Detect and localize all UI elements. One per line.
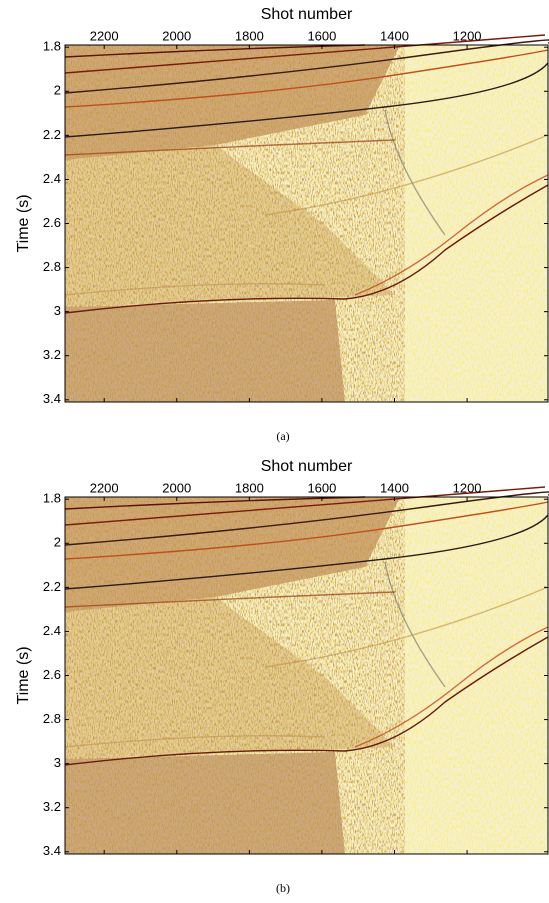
panel: Shot number Time (s) (a) 2200 2000 1800 1600 14… (15, 6, 549, 443)
seismic-image (65, 487, 549, 854)
x-tick-label: 1200 (453, 28, 482, 43)
x-tick-label: 2200 (90, 28, 119, 43)
y-tick-label: 2 (54, 83, 61, 98)
caption: (a) (276, 429, 289, 443)
seismic-image (65, 35, 549, 402)
x-axis-title: Shot number (261, 6, 353, 23)
y-tick-label: 1.8 (43, 491, 61, 506)
y-tick-label: 2.2 (43, 127, 61, 142)
y-axis-title: Time (s) (15, 194, 32, 252)
y-tick-label: 3 (54, 303, 61, 318)
x-tick-label: 1800 (235, 28, 264, 43)
x-tick-label: 1600 (307, 480, 336, 495)
y-tick-label: 3.2 (43, 799, 61, 814)
y-tick-label: 2.4 (43, 623, 61, 638)
x-tick-label: 1800 (235, 480, 264, 495)
y-tick-label: 3.2 (43, 347, 61, 362)
y-tick-label: 3.4 (43, 391, 61, 406)
x-tick-label: 1400 (380, 28, 409, 43)
y-tick-label: 2 (54, 535, 61, 550)
caption: (b) (276, 881, 290, 895)
y-tick-label: 2.4 (43, 171, 61, 186)
panel: Shot number Time (s) (b) 2200 2000 1800 1600 14… (15, 458, 549, 895)
y-tick-label: 2.8 (43, 711, 61, 726)
y-tick-label: 2.6 (43, 215, 61, 230)
y-tick-label: 2.2 (43, 579, 61, 594)
x-tick-label: 1200 (453, 480, 482, 495)
y-tick-label: 1.8 (43, 39, 61, 54)
y-axis-title: Time (s) (15, 646, 32, 704)
x-tick-label: 1600 (307, 28, 336, 43)
x-tick-label: 2000 (162, 28, 191, 43)
y-tick-label: 2.8 (43, 259, 61, 274)
x-tick-label: 2000 (162, 480, 191, 495)
y-tick-label: 3.4 (43, 843, 61, 858)
x-tick-label: 2200 (90, 480, 119, 495)
y-tick-label: 3 (54, 755, 61, 770)
x-tick-label: 1400 (380, 480, 409, 495)
x-axis-title: Shot number (261, 458, 353, 475)
y-tick-label: 2.6 (43, 667, 61, 682)
